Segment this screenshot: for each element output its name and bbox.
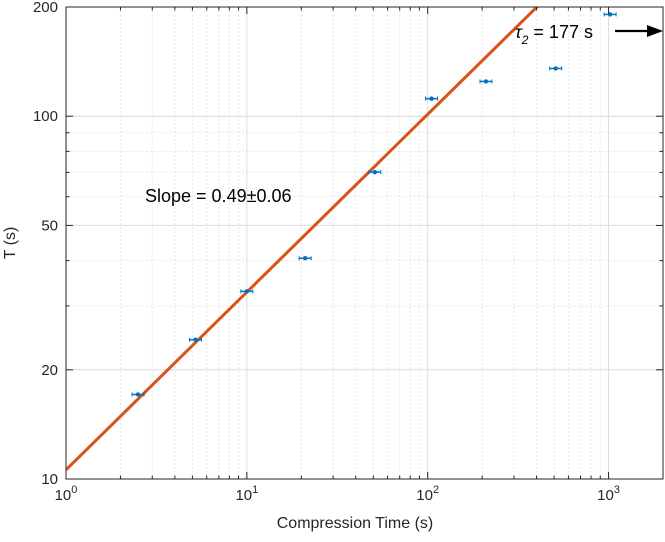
x-tick-exponent: 2	[433, 484, 439, 496]
slope-annotation: Slope = 0.49±0.06	[145, 186, 292, 206]
y-tick-label: 200	[33, 0, 58, 16]
y-tick-label: 10	[41, 471, 58, 488]
x-tick-label: 102	[416, 484, 439, 504]
y-axis-label: T (s)	[2, 227, 19, 260]
data-point	[298, 256, 312, 261]
x-tick-base: 10	[235, 487, 252, 504]
arrow-icon	[647, 25, 663, 37]
data-point	[368, 169, 382, 175]
data-point	[479, 79, 493, 84]
x-axis-label: Compression Time (s)	[277, 515, 433, 532]
minor-gridlines	[66, 7, 664, 479]
x-tick-exponent: 3	[614, 484, 620, 496]
x-tick-label: 103	[597, 484, 620, 504]
y-tick-labels: 10 20 50 100 200	[33, 0, 58, 488]
y-tick-label: 100	[33, 108, 58, 125]
tau2-annotation: τ2 = 177 s	[515, 22, 663, 47]
x-tick-exponent: 1	[252, 484, 258, 496]
x-tick-base: 10	[597, 487, 614, 504]
point-marker	[193, 337, 198, 342]
data-points	[131, 12, 617, 397]
tau2-value: = 177 s	[528, 22, 593, 42]
point-marker	[135, 392, 141, 397]
x-tick-base: 10	[55, 487, 72, 504]
plot-area	[66, 7, 663, 479]
point-marker	[429, 96, 434, 101]
data-point	[188, 337, 202, 342]
data-point	[240, 289, 254, 294]
plot-frame	[65, 6, 664, 480]
x-tick-labels: 100 101 102 103	[55, 484, 620, 504]
tau2-label: τ2 = 177 s	[515, 22, 593, 47]
x-tick-label: 100	[55, 484, 78, 504]
data-point	[549, 66, 563, 71]
fit-line	[66, 7, 539, 471]
point-marker	[372, 169, 378, 175]
x-tick-label: 101	[235, 484, 258, 504]
fit-line-group	[66, 7, 539, 471]
point-marker	[483, 79, 489, 84]
y-tick-label: 50	[41, 217, 58, 234]
tau-subscript: 2	[521, 33, 529, 47]
tick-marks	[65, 6, 664, 480]
point-marker	[302, 256, 308, 261]
data-point	[425, 96, 439, 101]
data-point	[131, 392, 145, 397]
x-tick-exponent: 0	[71, 484, 77, 496]
major-gridlines	[66, 7, 663, 479]
tau-symbol: τ	[515, 22, 523, 42]
point-marker	[244, 289, 250, 294]
x-tick-base: 10	[416, 487, 433, 504]
point-marker	[553, 66, 558, 71]
y-tick-label: 20	[41, 362, 58, 379]
